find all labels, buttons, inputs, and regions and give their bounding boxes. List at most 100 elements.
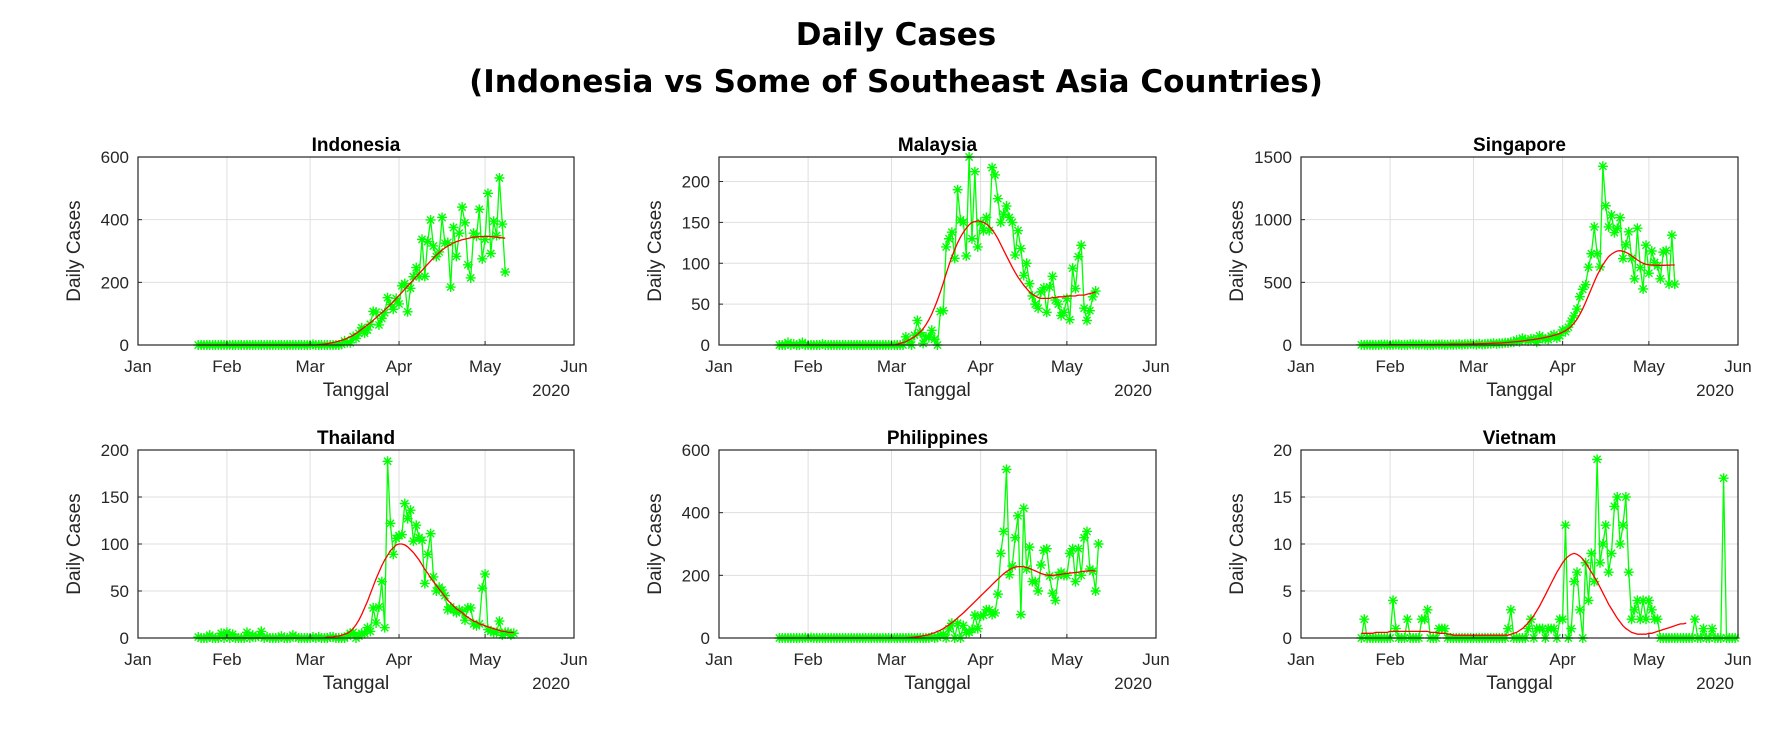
- data-point-marker: [345, 337, 356, 348]
- data-point-marker: [1618, 253, 1628, 264]
- subplot-vietnam: Jan Feb Mar Apr May Jun 0 5 10 15 20 Vietnam Tanggal…: [1227, 428, 1752, 694]
- data-point-marker: [1626, 614, 1637, 625]
- data-point-marker: [1047, 588, 1058, 599]
- x-axis-label: Tanggal: [904, 673, 971, 694]
- y-tick-label: 150: [101, 488, 129, 507]
- x-tick-label: Jan: [705, 357, 732, 376]
- data-point-marker: [1082, 315, 1092, 326]
- x-tick-label: Mar: [1459, 650, 1489, 669]
- x-tick-label: Apr: [1549, 650, 1576, 669]
- data-point-marker: [1603, 221, 1614, 232]
- data-point-marker: [494, 616, 505, 627]
- data-point-marker: [1390, 623, 1401, 634]
- data-point-marker: [1560, 326, 1571, 337]
- data-point-marker: [1067, 263, 1078, 274]
- data-point-marker: [944, 623, 954, 634]
- data-point-marker: [935, 306, 946, 317]
- data-point-marker: [992, 193, 1003, 204]
- x-axis-year-label: 2020: [1114, 381, 1152, 400]
- data-point-marker: [1566, 623, 1577, 634]
- data-point-marker: [488, 216, 499, 227]
- data-point-marker: [1586, 548, 1597, 559]
- data-point-marker: [998, 526, 1009, 537]
- data-point-marker: [1030, 576, 1041, 587]
- data-point-marker: [1643, 595, 1654, 606]
- data-point-marker: [1537, 623, 1548, 634]
- data-point-marker: [388, 304, 399, 315]
- y-axis-label: Daily Cases: [645, 200, 666, 301]
- data-point-marker: [465, 272, 476, 283]
- data-point-marker: [1603, 567, 1614, 578]
- y-tick-label: 200: [682, 566, 710, 585]
- data-point-marker: [938, 305, 949, 316]
- data-point-marker: [411, 262, 422, 273]
- data-point-marker: [1549, 623, 1559, 634]
- data-point-marker: [307, 632, 318, 643]
- x-tick-label: May: [1051, 357, 1084, 376]
- data-point-marker: [1531, 337, 1542, 348]
- x-tick-label: Jun: [1142, 650, 1169, 669]
- data-point-marker: [1001, 201, 1012, 212]
- data-point-marker: [428, 240, 439, 251]
- data-point-marker: [1572, 304, 1582, 315]
- data-point-marker: [990, 169, 1000, 180]
- data-point-marker: [1574, 604, 1585, 615]
- data-point-marker: [362, 324, 373, 335]
- data-point-marker: [1061, 570, 1072, 581]
- data-point-marker: [356, 322, 367, 333]
- data-point-marker: [1632, 223, 1643, 234]
- data-point-marker: [1609, 501, 1620, 512]
- data-point-marker: [431, 251, 442, 262]
- data-point-marker: [221, 627, 232, 638]
- data-point-marker: [992, 589, 1003, 600]
- x-tick-label: May: [469, 650, 502, 669]
- data-point-marker: [912, 315, 923, 326]
- y-tick-label: 10: [1273, 535, 1292, 554]
- data-point-marker: [1015, 609, 1026, 620]
- x-tick-label: Jan: [705, 650, 732, 669]
- data-point-marker: [990, 607, 1000, 618]
- data-point-marker: [256, 626, 267, 637]
- data-point-marker: [480, 234, 491, 245]
- axes-box: [718, 449, 1157, 639]
- x-axis-label: Tanggal: [904, 380, 971, 401]
- data-point-marker: [969, 610, 980, 621]
- data-point-marker: [462, 259, 473, 270]
- y-tick-label: 15: [1273, 488, 1292, 507]
- subplot-singapore: Jan Feb Mar Apr May Jun 0 500 1000 1500 Singapore T…: [1227, 135, 1752, 401]
- data-point-marker: [1073, 251, 1084, 262]
- data-point-marker: [1359, 614, 1370, 625]
- data-point-marker: [1064, 548, 1075, 559]
- data-point-marker: [1030, 299, 1041, 310]
- data-point-marker: [1606, 548, 1617, 559]
- data-point-marker: [1589, 221, 1600, 232]
- y-tick-label: 400: [101, 211, 129, 230]
- data-point-marker: [394, 530, 405, 541]
- data-point-marker: [399, 278, 410, 289]
- data-point-marker: [1620, 239, 1631, 250]
- data-point-marker: [396, 529, 407, 540]
- data-point-marker: [1061, 293, 1072, 304]
- data-point-marker: [1050, 295, 1061, 306]
- data-point-marker: [1050, 595, 1061, 606]
- data-point-marker: [1047, 271, 1058, 282]
- x-tick-label: Feb: [1375, 650, 1404, 669]
- y-axis-label: Daily Cases: [645, 493, 666, 594]
- data-point-marker: [1569, 310, 1580, 321]
- data-point-marker: [1566, 316, 1577, 327]
- x-axis-year-label: 2020: [1696, 674, 1734, 693]
- data-point-marker: [1586, 248, 1597, 259]
- data-point-marker: [918, 338, 929, 349]
- data-point-marker: [1076, 570, 1087, 581]
- data-point-marker: [1600, 520, 1611, 531]
- data-point-marker: [1629, 273, 1640, 284]
- data-point-marker: [1033, 586, 1044, 596]
- data-point-marker: [460, 615, 470, 626]
- x-tick-label: Jan: [124, 357, 151, 376]
- data-point-marker: [408, 536, 419, 547]
- axes-box: [137, 156, 575, 346]
- y-tick-label: 0: [701, 336, 710, 355]
- data-point-marker: [1018, 270, 1029, 281]
- data-point-marker: [290, 632, 301, 643]
